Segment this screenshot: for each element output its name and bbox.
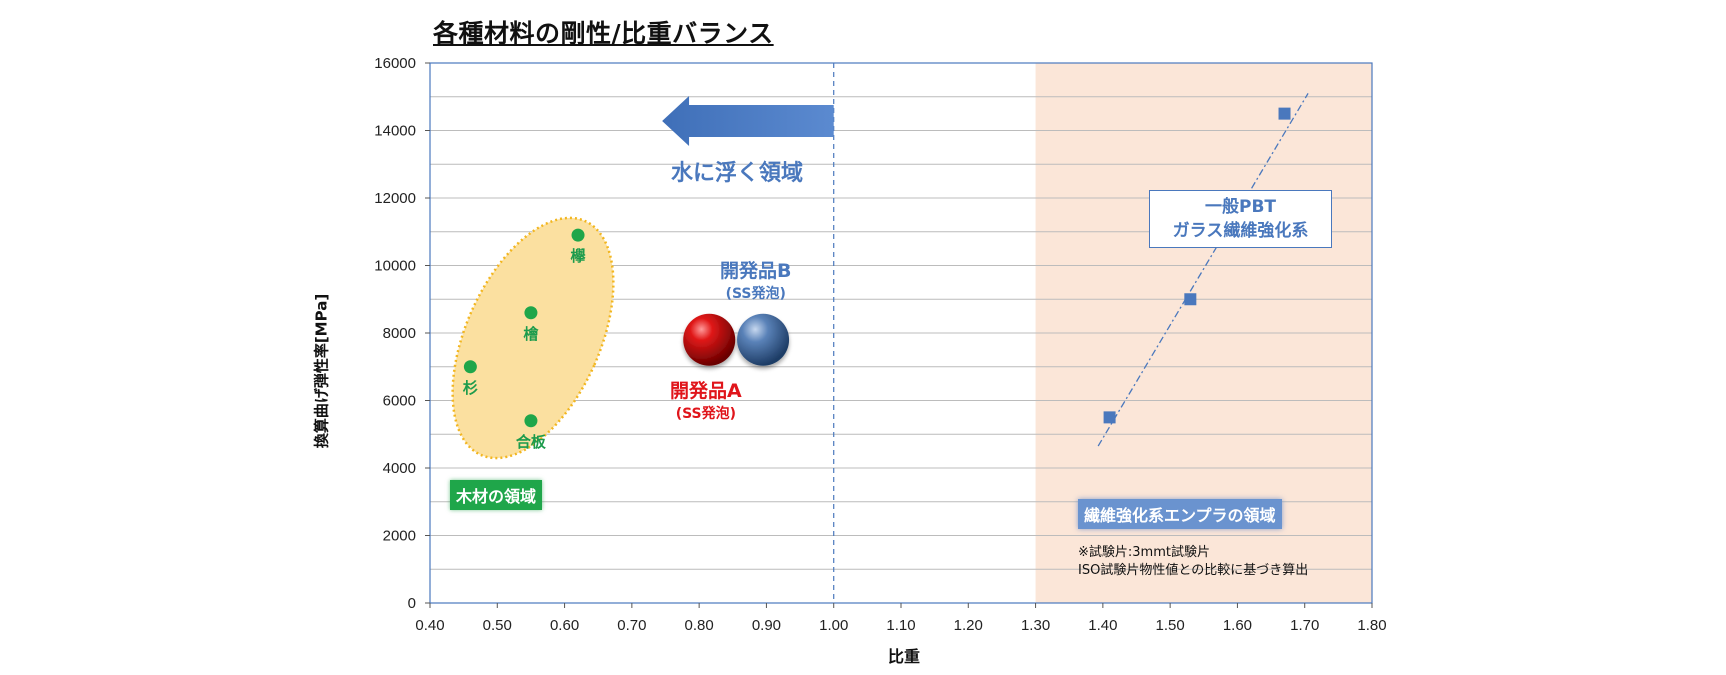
product-b-label: 開発品B (SS発泡) (720, 256, 791, 303)
product-b-sub: (SS発泡) (725, 286, 786, 302)
x-tick-label: 1.30 (1021, 617, 1050, 634)
y-tick-label: 2000 (383, 528, 416, 545)
product-b-sphere (737, 313, 790, 366)
wood-point (524, 306, 538, 320)
x-tick-label: 0.60 (550, 617, 579, 634)
x-tick-label: 1.70 (1290, 617, 1319, 634)
product-b-name: 開発品B (720, 260, 792, 282)
wood-point-label: 欅 (570, 247, 586, 266)
test-note-line1: ※試験片:3mmt試験片 (1078, 545, 1210, 560)
pbt-point (1184, 293, 1197, 306)
pbt-point (1103, 411, 1116, 424)
wood-region-ellipse (451, 216, 615, 460)
x-tick-label: 1.20 (954, 617, 983, 634)
y-axis-ticks: 0 2000 4000 6000 8000 10000 12000 14000 16000 (374, 55, 430, 612)
y-tick-label: 6000 (383, 393, 416, 410)
x-tick-label: 0.80 (685, 617, 714, 634)
float-region-label: 水に浮く領域 (671, 161, 804, 186)
y-tick-label: 4000 (383, 460, 416, 477)
y-tick-label: 16000 (374, 55, 416, 72)
wood-points (463, 228, 585, 428)
x-tick-label: 1.50 (1156, 617, 1185, 634)
y-axis-label: 換算曲げ弾性率[MPa] (312, 293, 331, 449)
product-a-sphere (683, 313, 736, 366)
wood-point-label: 檜 (523, 324, 539, 343)
y-tick-label: 0 (408, 595, 416, 612)
wood-point (571, 228, 585, 242)
x-tick-label: 1.80 (1357, 617, 1386, 634)
x-tick-label: 0.50 (483, 617, 512, 634)
pbt-trend-line (1097, 93, 1309, 447)
test-note: ※試験片:3mmt試験片 ISO試験片物性値との比較に基づき算出 (1078, 544, 1308, 580)
wood-point (463, 360, 477, 374)
y-tick-label: 12000 (374, 190, 416, 207)
y-tick-label: 10000 (374, 258, 416, 275)
chart-title: 各種材料の剛性/比重バランス (433, 19, 774, 48)
wood-point-label: 杉 (462, 378, 478, 397)
x-tick-label: 1.00 (819, 617, 848, 634)
y-tick-label: 14000 (374, 123, 416, 140)
pbt-annotation-box: 一般PBT ガラス繊維強化系 (1149, 190, 1332, 248)
x-tick-label: 0.90 (752, 617, 781, 634)
product-a-label: 開発品A (SS発泡) (670, 376, 742, 423)
product-a-sub: (SS発泡) (675, 406, 737, 422)
x-tick-label: 0.40 (415, 617, 444, 634)
wood-region-label: 木材の領域 (450, 480, 543, 510)
x-axis-label: 比重 (887, 647, 921, 666)
x-tick-label: 0.70 (617, 617, 646, 634)
x-tick-label: 1.40 (1088, 617, 1117, 634)
wood-point-label: 合板 (515, 432, 546, 451)
pbt-point (1278, 107, 1291, 120)
pbt-box-line2: ガラス繊維強化系 (1172, 221, 1309, 241)
frp-region-label: 繊維強化系エンプラの領域 (1078, 499, 1282, 529)
x-axis-ticks: 0.40 0.50 0.60 0.70 0.80 0.90 1.00 1.10 1.20 1.30… (415, 603, 1387, 634)
product-spheres (683, 313, 790, 366)
product-a-name: 開発品A (670, 380, 742, 402)
pbt-box-line1: 一般PBT (1204, 197, 1276, 217)
y-tick-label: 8000 (383, 325, 416, 342)
wood-point (524, 414, 538, 428)
x-tick-label: 1.60 (1223, 617, 1252, 634)
test-note-line2: ISO試験片物性値との比較に基づき算出 (1078, 563, 1309, 578)
pbt-points (1103, 107, 1291, 424)
float-arrow (662, 96, 834, 146)
x-tick-label: 1.10 (886, 617, 915, 634)
